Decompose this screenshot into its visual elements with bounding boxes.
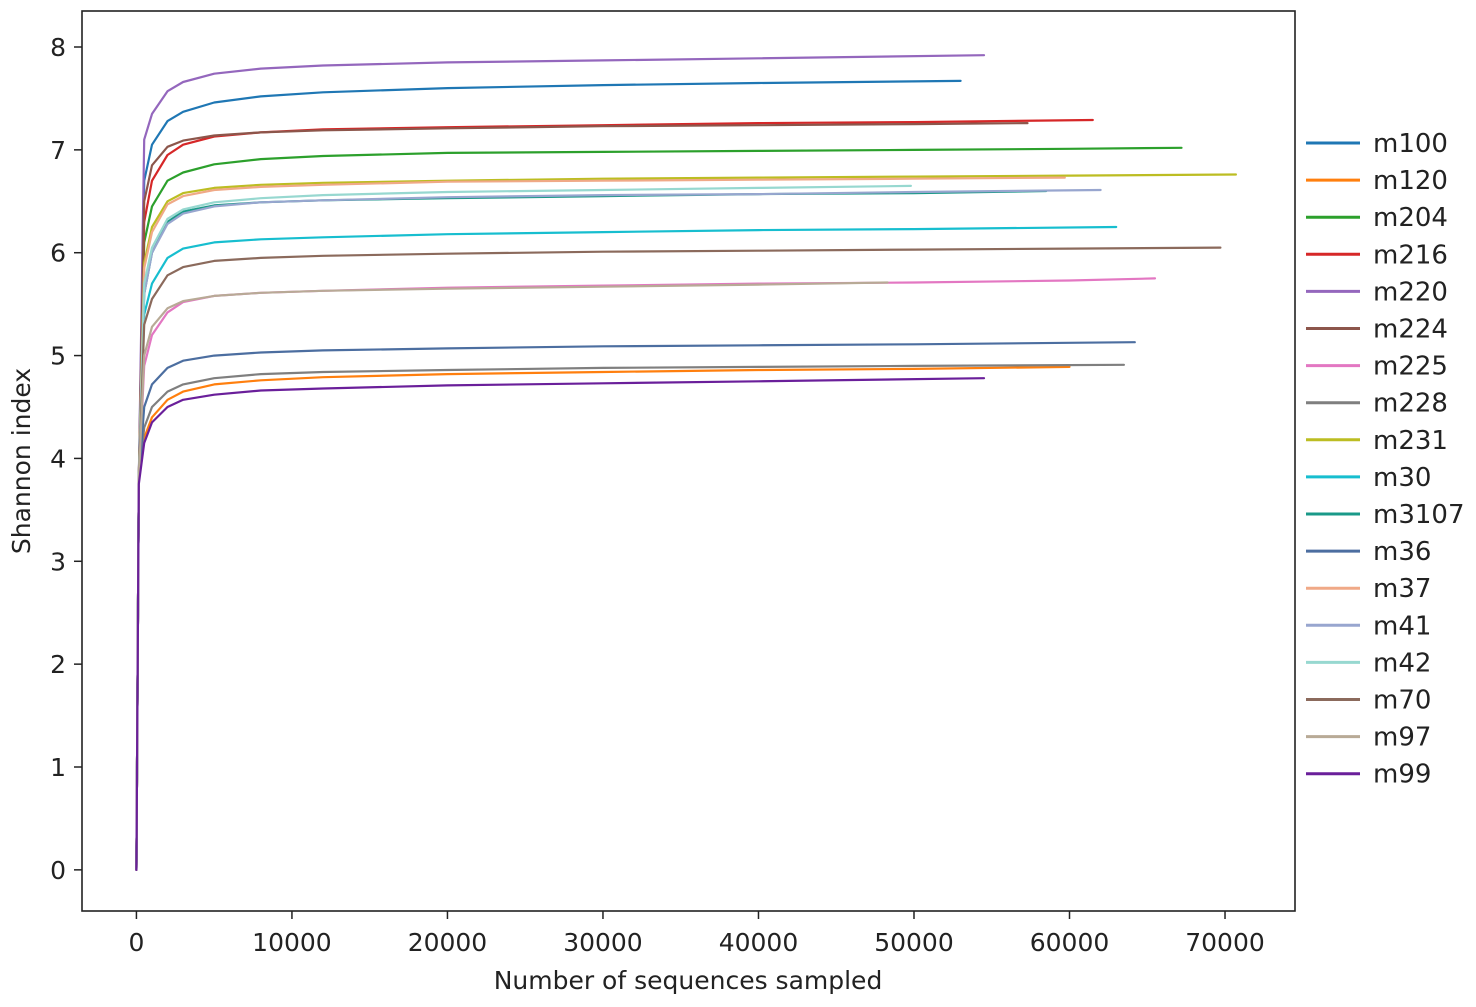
y-axis-label: Shannon index	[7, 368, 36, 554]
x-axis: 0 10000 20000 30000 40000 50000 60000 70000	[128, 911, 1265, 957]
series-line-m224	[135, 122, 1029, 871]
y-tick-label: 7	[50, 136, 66, 165]
legend-label-m216: m216	[1373, 240, 1448, 270]
plot-frame	[81, 10, 1296, 912]
y-tick-label: 1	[50, 753, 66, 782]
series-line-m37	[135, 176, 1066, 871]
series-line-m228	[135, 363, 1125, 871]
series-lines	[135, 54, 1237, 871]
y-tick-label: 8	[50, 33, 66, 62]
y-tick-label: 4	[50, 444, 66, 473]
series-line-m42	[135, 184, 912, 871]
legend-label-m3107: m3107	[1373, 500, 1465, 530]
x-tick-label: 60000	[1030, 928, 1110, 957]
series-line-m204	[135, 146, 1183, 871]
legend-label-m36: m36	[1373, 537, 1431, 567]
legend-label-m120: m120	[1373, 166, 1448, 196]
x-tick-label: 40000	[719, 928, 799, 957]
y-tick-label: 2	[50, 650, 66, 679]
x-tick-label: 70000	[1185, 928, 1265, 957]
y-tick-label: 6	[50, 239, 66, 268]
series-line-m99	[135, 377, 986, 871]
legend-label-m228: m228	[1373, 389, 1448, 419]
legend-label-m41: m41	[1373, 611, 1431, 641]
legend-label-m97: m97	[1373, 723, 1431, 753]
legend-label-m224: m224	[1373, 315, 1448, 345]
series-line-m70	[135, 246, 1222, 871]
legend-label-m204: m204	[1373, 203, 1448, 233]
x-tick-label: 0	[128, 928, 144, 957]
legend-label-m220: m220	[1373, 277, 1448, 307]
x-tick-label: 50000	[874, 928, 954, 957]
series-line-m120	[135, 365, 1071, 871]
y-axis: 0 1 2 3 4 5 6 7 8	[50, 33, 82, 885]
x-axis-label: Number of sequences sampled	[494, 966, 883, 995]
legend-label-m30: m30	[1373, 463, 1431, 493]
x-tick-label: 20000	[408, 928, 488, 957]
legend-label-m100: m100	[1373, 129, 1448, 159]
legend-label-m99: m99	[1373, 760, 1431, 790]
x-tick-label: 10000	[252, 928, 332, 957]
legend-label-m231: m231	[1373, 426, 1448, 456]
y-tick-label: 0	[50, 856, 66, 885]
series-line-m97	[135, 281, 889, 871]
series-line-m30	[135, 225, 1118, 871]
series-line-m41	[135, 188, 1102, 871]
legend-label-m70: m70	[1373, 686, 1431, 716]
legend-label-m225: m225	[1373, 352, 1448, 382]
legend-label-m37: m37	[1373, 574, 1431, 604]
legend-label-m42: m42	[1373, 648, 1431, 678]
y-tick-label: 5	[50, 342, 66, 371]
y-tick-label: 3	[50, 547, 66, 576]
series-line-m220	[135, 54, 986, 871]
series-line-m36	[135, 341, 1136, 871]
x-tick-label: 30000	[563, 928, 643, 957]
legend: m100 m120 m204 m216 m220 m224 m225 m228 m231 m30 m…	[1306, 129, 1465, 790]
